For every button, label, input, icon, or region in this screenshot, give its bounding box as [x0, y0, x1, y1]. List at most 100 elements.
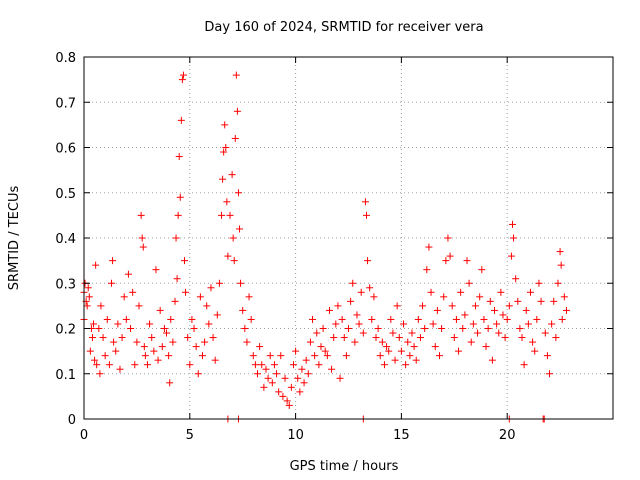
data-point [298, 365, 306, 373]
data-point [120, 293, 128, 301]
data-point [146, 320, 154, 328]
data-point [109, 257, 117, 265]
data-point [334, 302, 342, 310]
data-point [512, 275, 520, 283]
data-point [97, 302, 105, 310]
grid-layer [84, 57, 613, 419]
data-point [201, 338, 209, 346]
data-point [223, 198, 231, 206]
y-tick-label: 0.6 [55, 142, 76, 157]
data-point [88, 334, 96, 342]
data-point [306, 338, 314, 346]
data-point [179, 71, 187, 79]
data-point [203, 302, 211, 310]
data-point [463, 257, 471, 265]
data-point [526, 288, 534, 296]
data-point [438, 325, 446, 332]
data-point [138, 234, 146, 242]
data-point [285, 401, 293, 409]
data-point [221, 121, 229, 129]
data-point [497, 288, 505, 296]
data-point [91, 356, 99, 364]
data-point [188, 315, 196, 323]
data-point [552, 334, 560, 342]
data-point [325, 306, 333, 314]
data-points-layer [80, 71, 570, 423]
data-point [211, 356, 219, 364]
data-point [353, 311, 361, 319]
data-point [160, 325, 168, 332]
data-point [328, 365, 336, 373]
data-point [480, 315, 488, 323]
data-point [192, 343, 200, 351]
data-point [370, 293, 378, 301]
data-point [514, 297, 522, 305]
data-point [239, 306, 247, 314]
data-point [345, 325, 352, 332]
data-point [340, 334, 348, 342]
data-point [541, 329, 549, 337]
data-point [133, 338, 141, 346]
data-point [486, 297, 494, 305]
data-point [315, 361, 323, 369]
data-point [178, 76, 186, 84]
data-point [234, 189, 242, 197]
data-point [110, 338, 118, 346]
data-point [535, 279, 543, 287]
data-point [419, 302, 427, 310]
data-point [364, 257, 372, 265]
data-point [222, 144, 230, 151]
data-point [433, 306, 441, 314]
data-point [141, 352, 149, 360]
data-point [99, 334, 107, 342]
data-point [198, 352, 206, 360]
y-tick-label: 0.7 [55, 96, 76, 111]
data-point [400, 320, 408, 328]
data-point [421, 325, 429, 332]
y-axis-label: SRMTID / TECUs [7, 186, 22, 291]
data-point [336, 374, 344, 382]
data-point [166, 379, 174, 387]
data-point [321, 347, 329, 355]
data-point [461, 311, 469, 319]
data-point [190, 325, 198, 332]
data-point [440, 293, 448, 301]
data-point [229, 234, 237, 242]
data-point [467, 338, 475, 346]
data-point [156, 306, 164, 314]
data-point [537, 297, 545, 305]
data-point [220, 148, 228, 156]
data-point [448, 302, 456, 310]
data-point [414, 315, 422, 323]
data-point [116, 365, 124, 373]
data-point [491, 306, 499, 314]
data-point [342, 352, 350, 360]
data-point [218, 211, 226, 219]
data-point [560, 293, 568, 301]
data-point [129, 288, 137, 296]
x-tick-label: 5 [186, 428, 194, 443]
data-point [361, 198, 369, 206]
data-point [140, 343, 148, 351]
x-tick-labels: 0 5 10 15 20 [80, 428, 516, 443]
data-point [224, 252, 232, 260]
data-point [294, 374, 302, 382]
x-axis-label: GPS time / hours [290, 459, 399, 474]
data-point [471, 302, 479, 310]
data-point [531, 347, 539, 355]
data-point [518, 334, 526, 342]
data-point [330, 334, 338, 342]
data-point [268, 379, 276, 387]
data-point [452, 315, 460, 323]
data-point [349, 279, 357, 287]
data-point [207, 284, 215, 292]
data-point [562, 306, 570, 314]
data-point [554, 279, 562, 287]
data-point [103, 315, 111, 323]
data-point [410, 343, 418, 351]
data-point [114, 320, 122, 328]
data-point [112, 347, 120, 355]
y-tick-label: 0.1 [55, 368, 76, 383]
data-point [281, 374, 289, 382]
data-point [304, 370, 312, 378]
